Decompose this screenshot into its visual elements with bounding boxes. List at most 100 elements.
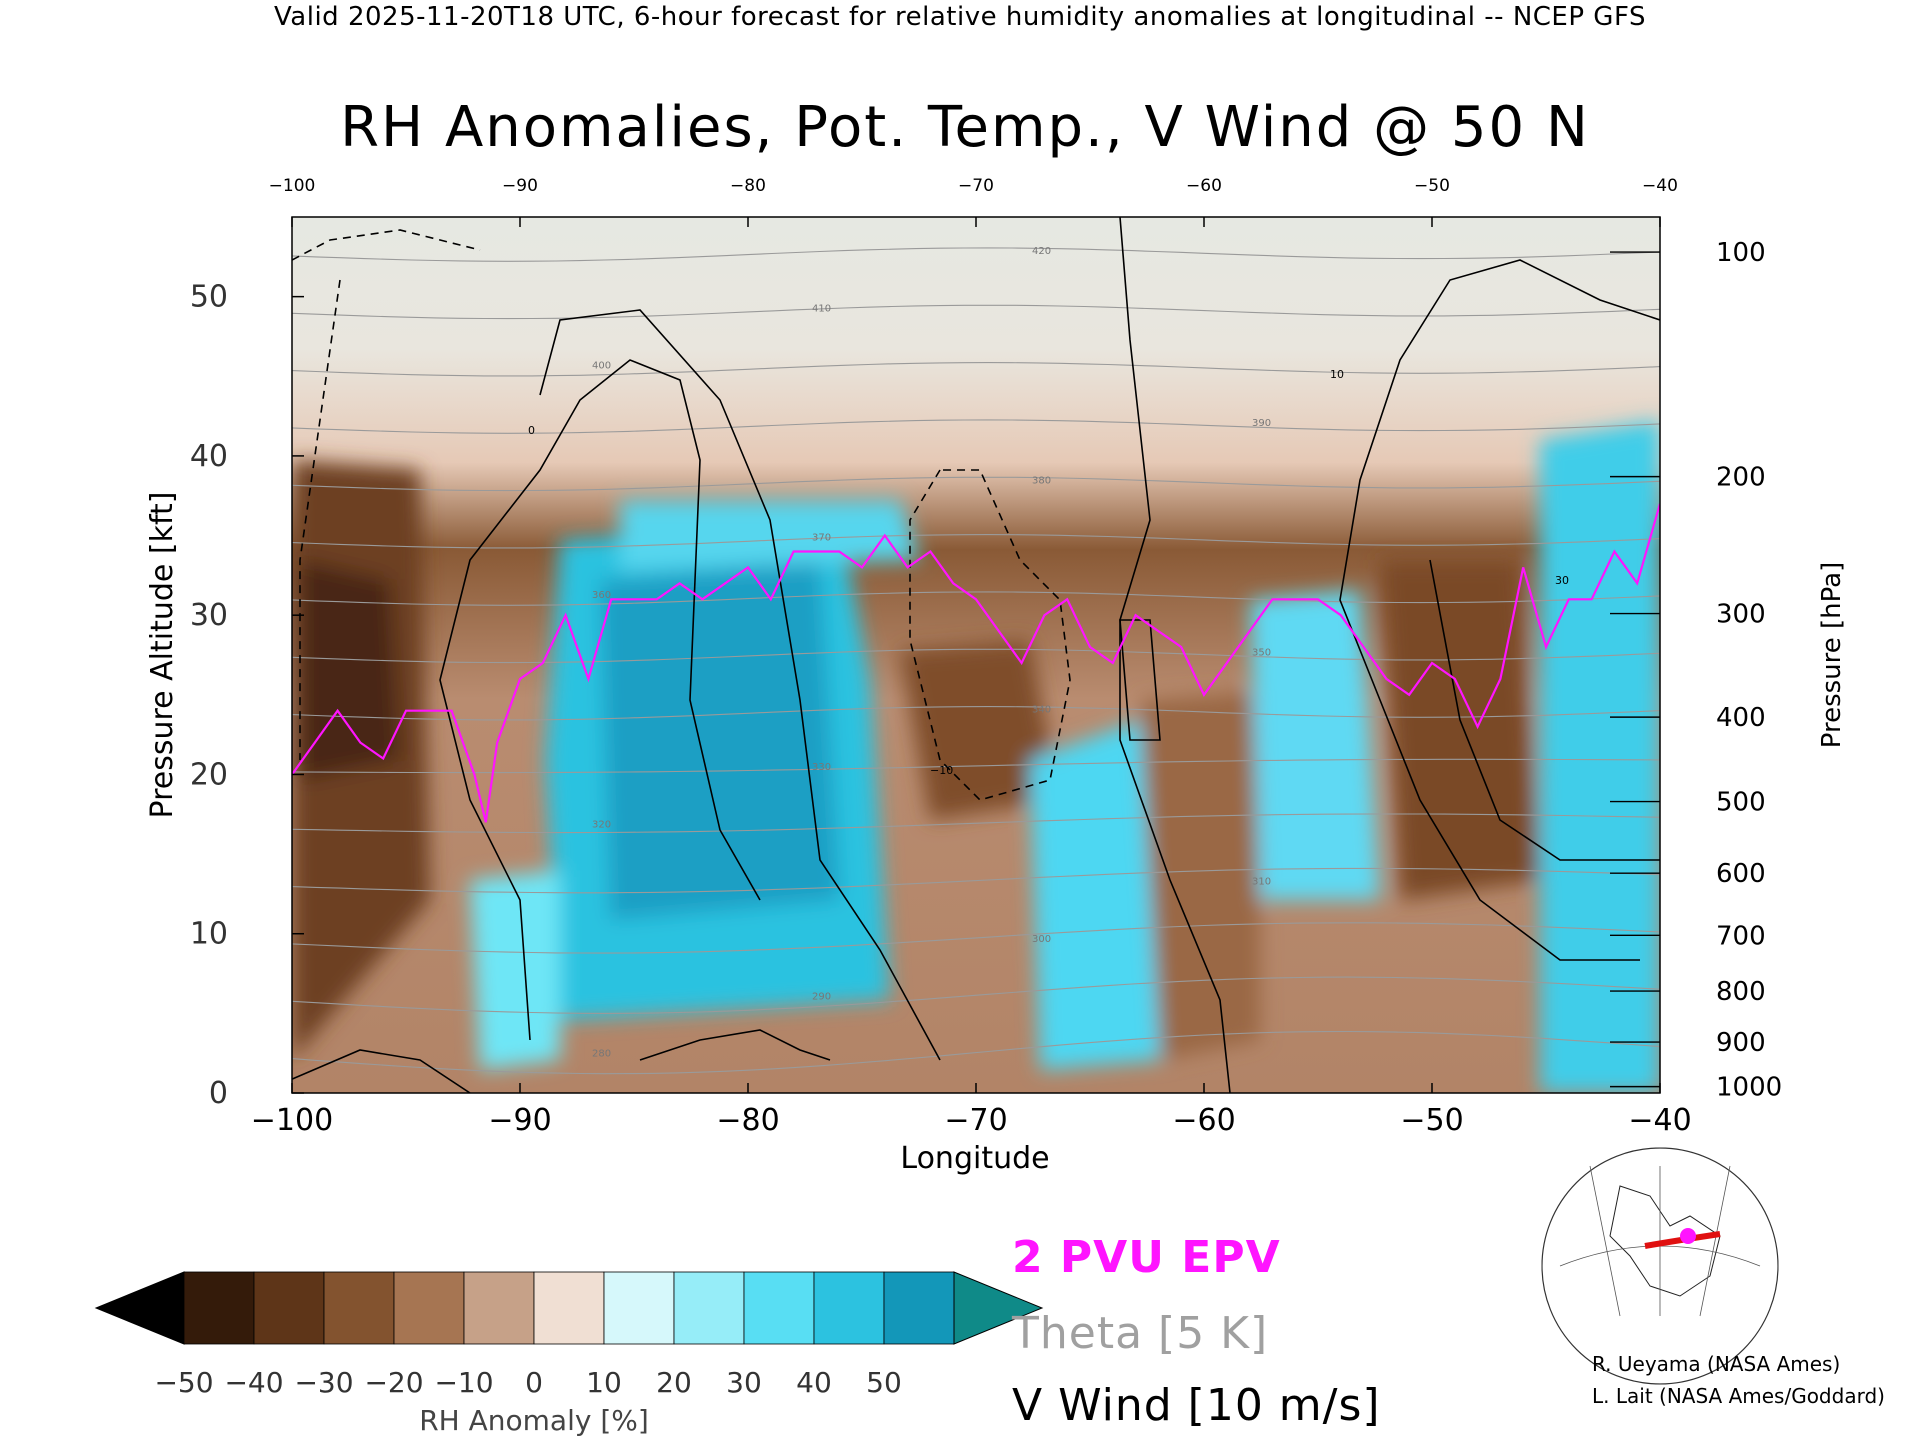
theta-contour — [292, 758, 1660, 774]
x-tick-label: −50 — [1400, 1103, 1463, 1138]
v-wind-contour — [1339, 259, 1660, 961]
colorbar-under-arrow — [94, 1271, 185, 1345]
chart-title: RH Anomalies, Pot. Temp., V Wind @ 50 N — [340, 95, 1590, 160]
theta-contour-label: 280 — [592, 1049, 611, 1060]
y-axis-label: Pressure Altitude [kft] — [145, 492, 180, 819]
theta-contour — [292, 362, 1660, 377]
colorbar-tick-label: 0 — [525, 1366, 543, 1399]
colorbar-label: RH Anomaly [%] — [419, 1404, 649, 1437]
colorbar-tick-label: −40 — [224, 1366, 283, 1399]
y-axis: 0 10 20 30 40 50 — [190, 280, 304, 1111]
v-wind-contour — [539, 309, 941, 1061]
moist-upper-band — [620, 500, 920, 570]
pressure-axis: 100 200 300 400 500 600 700 800 900 1000 — [1610, 238, 1782, 1103]
moist-region-lower-left — [470, 870, 560, 1070]
moist-core-main — [600, 560, 840, 920]
v-wind-contour — [639, 1029, 831, 1061]
top-tick-label: −90 — [502, 176, 538, 196]
theta-contour — [292, 476, 1660, 492]
colorbar-segment — [463, 1271, 535, 1345]
v-wind-contour-negative — [299, 279, 341, 760]
pressure-tick-label: 800 — [1716, 977, 1766, 1007]
x-tick-label: −60 — [1172, 1103, 1235, 1138]
theta-contour-label: 300 — [1032, 934, 1051, 945]
colorbar-tick-label: −50 — [154, 1366, 213, 1399]
inset-map-icon — [1542, 1148, 1778, 1384]
colorbar-segment — [883, 1271, 955, 1345]
x-tick-label: −90 — [488, 1103, 551, 1138]
theta-contour — [292, 591, 1660, 606]
v-wind-contour-label: 30 — [1555, 574, 1569, 587]
theta-contour — [292, 976, 1660, 1014]
colorbar-tick-label: 10 — [586, 1366, 622, 1399]
top-tick-label: −40 — [1642, 176, 1678, 196]
credit-line: L. Lait (NASA Ames/Goddard) — [1592, 1384, 1885, 1408]
dry-core-west — [300, 560, 400, 780]
theta-contour-label: 370 — [812, 533, 831, 544]
colorbar-segment — [743, 1271, 815, 1345]
colorbar-tick-label: 30 — [726, 1366, 762, 1399]
dry-region-central — [900, 640, 1060, 820]
theta-contour-label: 340 — [1032, 705, 1051, 716]
theta-contour-label: 310 — [1252, 877, 1271, 888]
pressure-tick-label: 500 — [1716, 788, 1766, 818]
legend-theta: Theta [5 K] — [1011, 1308, 1268, 1359]
moist-region-central — [1030, 720, 1160, 1070]
map-globe — [1542, 1148, 1778, 1384]
pressure-tick-label: 100 — [1716, 238, 1766, 268]
v-wind-contour — [1429, 559, 1660, 861]
y-tick-label: 10 — [190, 917, 228, 952]
colorbar-tick-label: −10 — [434, 1366, 493, 1399]
colorbar-segment — [533, 1271, 605, 1345]
top-tick-label: −50 — [1414, 176, 1450, 196]
top-tick-label: −80 — [730, 176, 766, 196]
y-tick-label: 40 — [190, 439, 228, 474]
top-axis: −100 −90 −80 −70 −60 −50 −40 — [269, 176, 1678, 227]
colorbar-segment — [323, 1271, 395, 1345]
theta-contour — [292, 648, 1660, 664]
y-tick-label: 30 — [190, 598, 228, 633]
v-wind-contours — [292, 217, 1660, 1093]
v-wind-contour — [292, 1049, 471, 1093]
x-tick-label: −70 — [944, 1103, 1007, 1138]
theta-contour — [292, 813, 1660, 834]
pressure-tick-label: 700 — [1716, 921, 1766, 951]
top-tick-label: −100 — [269, 176, 316, 196]
pressure-tick-label: 200 — [1716, 463, 1766, 493]
map-coastline — [1609, 1185, 1721, 1297]
theta-contour-label: 360 — [592, 590, 611, 601]
theta-contour — [292, 534, 1660, 549]
colorbar-segment — [603, 1271, 675, 1345]
colorbar-tick-label: 20 — [656, 1366, 692, 1399]
top-tick-label: −60 — [1186, 176, 1222, 196]
theta-contour — [292, 867, 1660, 894]
x-axis: −100 −90 −80 −70 −60 −50 −40 — [251, 1083, 1692, 1138]
theta-contour-label: 410 — [812, 303, 831, 314]
pressure-tick-label: 600 — [1716, 859, 1766, 889]
theta-contour — [292, 419, 1660, 434]
x-tick-label: −40 — [1628, 1103, 1691, 1138]
pressure-tick-label: 400 — [1716, 703, 1766, 733]
epv-2pvu-line — [292, 503, 1660, 823]
v-wind-contour-negative — [909, 469, 1071, 801]
theta-contour-label: 400 — [592, 361, 611, 372]
legend-epv: 2 PVU EPV — [1012, 1232, 1281, 1283]
theta-contour-label: 330 — [812, 762, 831, 773]
v-wind-contour — [1119, 217, 1231, 1093]
colorbar-tick-label: 50 — [866, 1366, 902, 1399]
pressure-axis-label: Pressure [hPa] — [1817, 562, 1847, 749]
theta-contour-label: 390 — [1252, 418, 1271, 429]
colorbar-segment — [183, 1271, 255, 1345]
v-wind-contour-negative — [292, 229, 481, 261]
page-header: Valid 2025-11-20T18 UTC, 6-hour forecast… — [274, 2, 1646, 32]
colorbar-segment — [253, 1271, 325, 1345]
y-tick-label: 50 — [190, 280, 228, 315]
pressure-tick-label: 1000 — [1716, 1073, 1782, 1103]
plot-area: 2802903003103203303403503603703803904004… — [291, 216, 1661, 1094]
colorbar-segment — [673, 1271, 745, 1345]
theta-contour — [292, 247, 1660, 262]
credit-line: R. Ueyama (NASA Ames) — [1592, 1352, 1841, 1376]
x-tick-label: −80 — [716, 1103, 779, 1138]
